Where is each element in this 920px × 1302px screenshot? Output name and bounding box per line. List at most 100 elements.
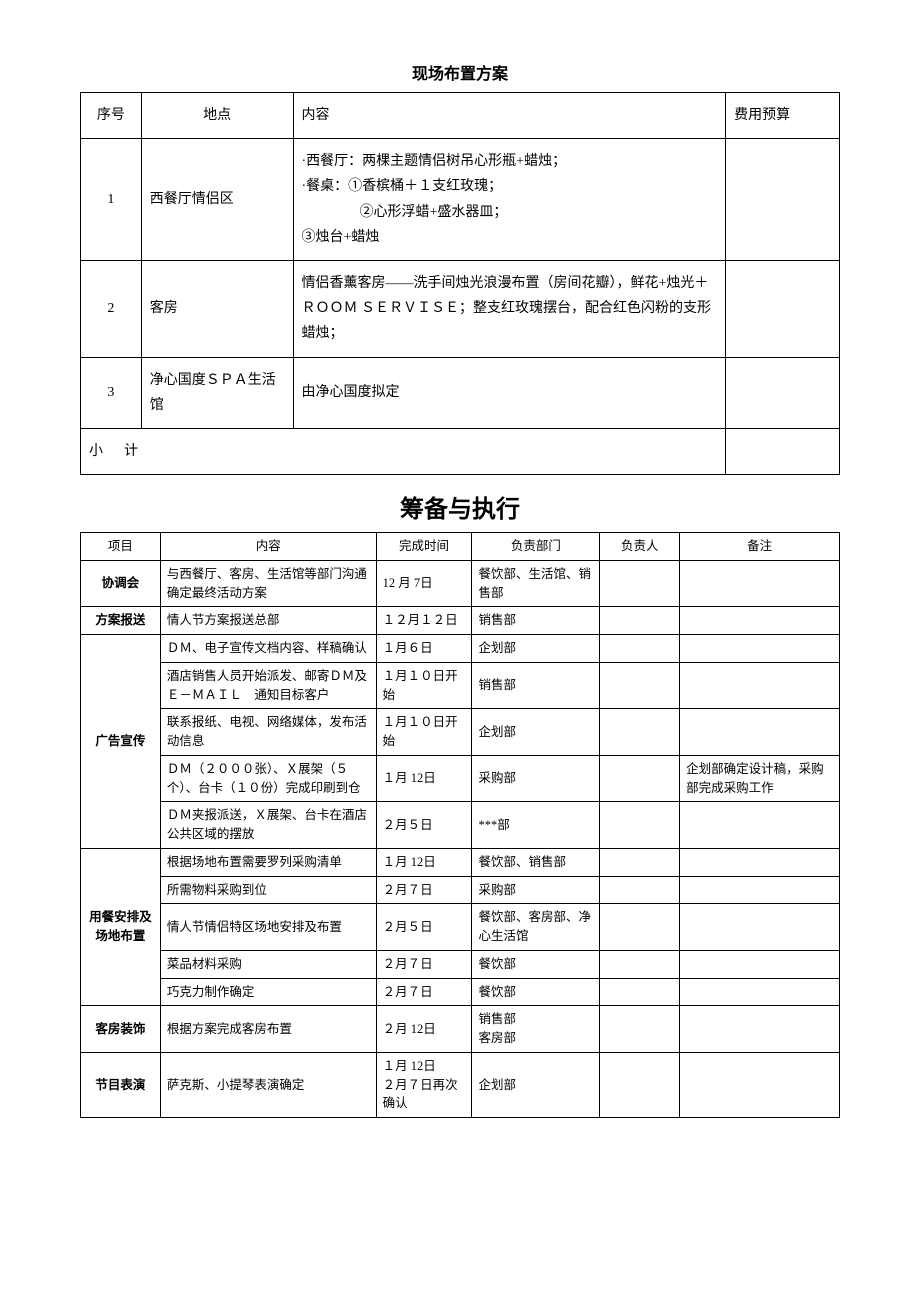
table-row: 1 西餐厅情侣区 ·西餐厅：两棵主题情侣树吊心形瓶+蜡烛； ·餐桌：①香槟桶＋１… — [81, 139, 840, 261]
table-row: 2 客房 情侣香薰客房——洗手间烛光浪漫布置（房间花瓣），鲜花+烛光＋ＲＯＯＭ … — [81, 260, 840, 357]
cell-location: 客房 — [141, 260, 293, 357]
cell-time: １月１０日开始 — [376, 662, 472, 709]
header-location: 地点 — [141, 93, 293, 139]
cell-time: 12 月 7日 — [376, 560, 472, 607]
cell-project: 方案报送 — [81, 607, 161, 635]
cell-person — [600, 662, 680, 709]
cell-person — [600, 950, 680, 978]
cell-person — [600, 560, 680, 607]
cell-content: 根据方案完成客房布置 — [160, 1006, 376, 1053]
cell-content: ＤＭ夹报派送，Ｘ展架、台卡在酒店公共区域的摆放 — [160, 802, 376, 849]
cell-project: 协调会 — [81, 560, 161, 607]
cell-dept: 餐饮部、客房部、净心生活馆 — [472, 904, 600, 951]
cell-person — [600, 755, 680, 802]
cell-cost — [726, 260, 840, 357]
cell-time: ２月５日 — [376, 904, 472, 951]
cell-note — [680, 978, 840, 1006]
cell-project: 用餐安排及场地布置 — [81, 848, 161, 1006]
table-header-row: 序号 地点 内容 费用预算 — [81, 93, 840, 139]
cell-person — [600, 802, 680, 849]
cell-location: 西餐厅情侣区 — [141, 139, 293, 261]
table-row: 巧克力制作确定２月７日餐饮部 — [81, 978, 840, 1006]
cell-dept: 餐饮部 — [472, 978, 600, 1006]
table-row: 所需物料采购到位２月７日采购部 — [81, 876, 840, 904]
content-line: ②心形浮蜡+盛水器皿； — [302, 200, 718, 225]
subtotal-label: 小计 — [81, 428, 726, 474]
cell-time: ２月７日 — [376, 950, 472, 978]
table-row: ＤＭ夹报派送，Ｘ展架、台卡在酒店公共区域的摆放２月５日***部 — [81, 802, 840, 849]
cell-note — [680, 1052, 840, 1117]
cell-content: 根据场地布置需要罗列采购清单 — [160, 848, 376, 876]
cell-note — [680, 635, 840, 663]
cell-time: １月１０日开始 — [376, 709, 472, 756]
cell-content: 所需物料采购到位 — [160, 876, 376, 904]
cell-content: 巧克力制作确定 — [160, 978, 376, 1006]
cell-note — [680, 904, 840, 951]
cell-note — [680, 560, 840, 607]
subtotal-value — [726, 428, 840, 474]
table-row: 酒店销售人员开始派发、邮寄ＤＭ及Ｅ－ＭＡＩＬ 通知目标客户１月１０日开始销售部 — [81, 662, 840, 709]
table-row: 用餐安排及场地布置根据场地布置需要罗列采购清单１月 12日餐饮部、销售部 — [81, 848, 840, 876]
cell-time: １月 12日 — [376, 755, 472, 802]
table-row: 协调会与西餐厅、客房、生活馆等部门沟通确定最终活动方案12 月 7日餐饮部、生活… — [81, 560, 840, 607]
cell-content: 菜品材料采购 — [160, 950, 376, 978]
preparation-table: 项目 内容 完成时间 负责部门 负责人 备注 协调会与西餐厅、客房、生活馆等部门… — [80, 532, 840, 1118]
cell-person — [600, 978, 680, 1006]
cell-note: 企划部确定设计稿，采购部完成采购工作 — [680, 755, 840, 802]
cell-person — [600, 1006, 680, 1053]
cell-project: 节目表演 — [81, 1052, 161, 1117]
cell-note — [680, 1006, 840, 1053]
cell-content: 由净心国度拟定 — [293, 357, 726, 428]
cell-project: 广告宣传 — [81, 635, 161, 849]
cell-cost — [726, 139, 840, 261]
cell-content: 情人节方案报送总部 — [160, 607, 376, 635]
cell-person — [600, 904, 680, 951]
header-cost: 费用预算 — [726, 93, 840, 139]
cell-dept: 采购部 — [472, 876, 600, 904]
cell-dept: ***部 — [472, 802, 600, 849]
cell-person — [600, 709, 680, 756]
cell-note — [680, 802, 840, 849]
cell-content: 与西餐厅、客房、生活馆等部门沟通确定最终活动方案 — [160, 560, 376, 607]
table-row: 3 净心国度ＳＰＡ生活馆 由净心国度拟定 — [81, 357, 840, 428]
cell-time: １月 12日 ２月７日再次确认 — [376, 1052, 472, 1117]
header-dept: 负责部门 — [472, 533, 600, 561]
cell-content: ·西餐厅：两棵主题情侣树吊心形瓶+蜡烛； ·餐桌：①香槟桶＋１支红玫瑰； ②心形… — [293, 139, 726, 261]
cell-cost — [726, 357, 840, 428]
cell-person — [600, 876, 680, 904]
cell-person — [600, 607, 680, 635]
header-time: 完成时间 — [376, 533, 472, 561]
cell-dept: 企划部 — [472, 635, 600, 663]
table-row: 菜品材料采购２月７日餐饮部 — [81, 950, 840, 978]
cell-time: ２月５日 — [376, 802, 472, 849]
table-row: 联系报纸、电视、网络媒体，发布活动信息１月１０日开始企划部 — [81, 709, 840, 756]
cell-note — [680, 950, 840, 978]
subtotal-row: 小计 — [81, 428, 840, 474]
cell-time: ２月７日 — [376, 978, 472, 1006]
cell-location: 净心国度ＳＰＡ生活馆 — [141, 357, 293, 428]
cell-content: 酒店销售人员开始派发、邮寄ＤＭ及Ｅ－ＭＡＩＬ 通知目标客户 — [160, 662, 376, 709]
cell-content: ＤＭ（２０００张）、Ｘ展架（５个）、台卡（１０份）完成印刷到仓 — [160, 755, 376, 802]
cell-person — [600, 1052, 680, 1117]
table-row: 方案报送情人节方案报送总部１２月１２日销售部 — [81, 607, 840, 635]
table-row: 广告宣传ＤＭ、电子宣传文档内容、样稿确认１月６日企划部 — [81, 635, 840, 663]
header-project: 项目 — [81, 533, 161, 561]
cell-content: ＤＭ、电子宣传文档内容、样稿确认 — [160, 635, 376, 663]
cell-dept: 企划部 — [472, 709, 600, 756]
content-line: ③烛台+蜡烛 — [302, 225, 718, 250]
cell-dept: 企划部 — [472, 1052, 600, 1117]
cell-content: 联系报纸、电视、网络媒体，发布活动信息 — [160, 709, 376, 756]
layout-plan-table: 序号 地点 内容 费用预算 1 西餐厅情侣区 ·西餐厅：两棵主题情侣树吊心形瓶+… — [80, 92, 840, 475]
header-person: 负责人 — [600, 533, 680, 561]
table1-title: 现场布置方案 — [80, 60, 840, 84]
cell-dept: 餐饮部、生活馆、销售部 — [472, 560, 600, 607]
content-line: ·西餐厅：两棵主题情侣树吊心形瓶+蜡烛； — [302, 149, 718, 174]
cell-content: 萨克斯、小提琴表演确定 — [160, 1052, 376, 1117]
cell-time: ２月７日 — [376, 876, 472, 904]
content-line: ·餐桌：①香槟桶＋１支红玫瑰； — [302, 174, 718, 199]
table-row: ＤＭ（２０００张）、Ｘ展架（５个）、台卡（１０份）完成印刷到仓１月 12日采购部… — [81, 755, 840, 802]
cell-note — [680, 876, 840, 904]
cell-person — [600, 848, 680, 876]
header-seq: 序号 — [81, 93, 142, 139]
table-header-row: 项目 内容 完成时间 负责部门 负责人 备注 — [81, 533, 840, 561]
